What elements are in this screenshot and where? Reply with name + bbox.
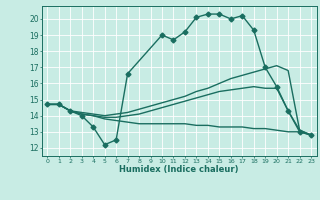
X-axis label: Humidex (Indice chaleur): Humidex (Indice chaleur) [119,165,239,174]
